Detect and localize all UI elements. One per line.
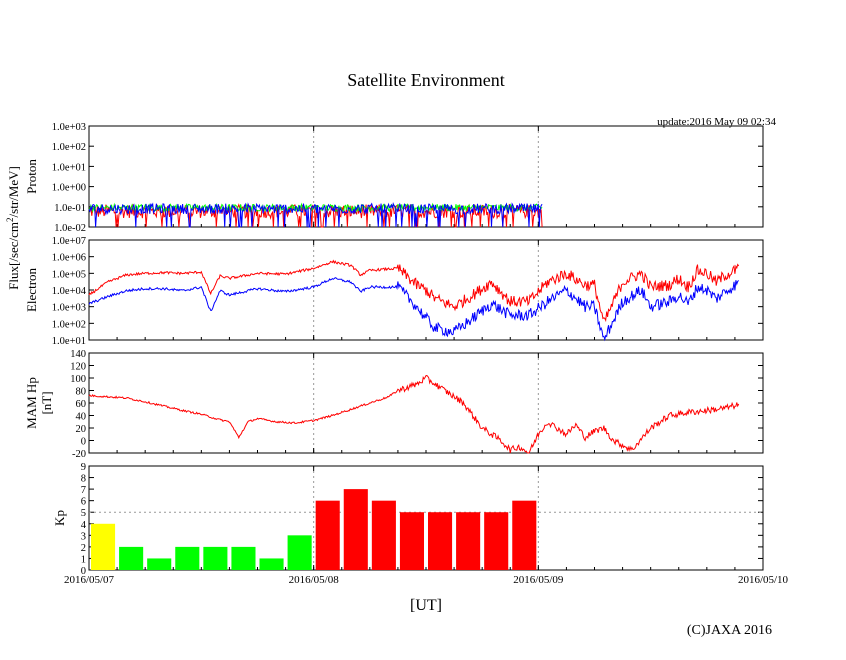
- y-tick-label: 6: [81, 497, 86, 508]
- y-tick-label: 20: [76, 424, 87, 435]
- y-tick-label: 3: [81, 531, 86, 542]
- y-tick-label: 1.0e-01: [54, 203, 86, 214]
- y-tick-label: 1.0e+05: [52, 269, 86, 280]
- copyright-text: (C)JAXA 2016: [687, 623, 772, 638]
- y-tick-label: 60: [76, 399, 87, 410]
- y-tick-label: 1.0e+01: [52, 336, 86, 347]
- panel-frame-mam_hp: [88, 352, 764, 454]
- kp-bar: [315, 500, 340, 570]
- kp-bar: [371, 500, 396, 570]
- x-tick-label: 2016/05/10: [738, 574, 789, 586]
- mam-hp-series-red: [88, 374, 740, 454]
- y-tick-label: 1.0e+07: [52, 236, 86, 247]
- y-tick-label: 120: [70, 362, 86, 373]
- kp-bar: [147, 558, 172, 570]
- kp-bar: [287, 535, 312, 570]
- y-tick-label: 1.0e+02: [52, 319, 86, 330]
- x-tick-label: 2016/05/07: [64, 574, 115, 586]
- y-tick-label: 5: [81, 508, 86, 519]
- y-tick-label: 1.0e+04: [52, 286, 87, 297]
- proton-series-blue: [88, 201, 543, 228]
- x-tick-label: 2016/05/09: [513, 574, 564, 586]
- y-tick-label: 0: [81, 566, 86, 577]
- electron-series-red: [88, 259, 740, 323]
- y-tick-label: 7: [81, 485, 86, 496]
- y-tick-label: 1.0e+06: [52, 253, 86, 264]
- y-tick-label: 8: [81, 474, 86, 485]
- y-tick-label: 1: [81, 554, 86, 565]
- x-axis-title: [UT]: [410, 597, 442, 614]
- y-tick-label: 1.0e+02: [52, 142, 86, 153]
- kp-bar: [343, 489, 368, 570]
- kp-bar: [231, 546, 256, 570]
- kp-bar: [484, 512, 509, 570]
- update-timestamp: update:2016 May 09 02:34: [657, 116, 776, 128]
- y-tick-label: 4: [81, 520, 87, 531]
- y-tick-label: 1.0e+00: [52, 183, 86, 194]
- y-tick-label: -20: [72, 449, 86, 460]
- kp-bar: [456, 512, 481, 570]
- y-tick-label: 1.0e+03: [52, 303, 86, 314]
- proton-axis-label: Proton: [24, 159, 39, 194]
- y-tick-label: 1.0e-02: [54, 223, 86, 234]
- kp-bar: [428, 512, 453, 570]
- electron-series-blue: [88, 277, 740, 342]
- kp-bar: [119, 546, 144, 570]
- panels-group: 1.0e-02 1.0e-01 1.0e+00 1.0e+01 1.0e+02 1.0e+…: [24, 122, 789, 586]
- kp-bar: [512, 500, 537, 570]
- flux-axis-label: Flux[/sec/cm2/str/MeV]: [5, 166, 21, 290]
- mam-hp-axis-label: MAM Hp[nT]: [24, 377, 54, 429]
- kp-bar: [259, 558, 284, 570]
- y-tick-label: 1.0e+01: [52, 162, 86, 173]
- y-tick-label: 1.0e+03: [52, 122, 86, 133]
- x-tick-label: 2016/05/08: [289, 574, 340, 586]
- y-tick-label: 0: [81, 437, 86, 448]
- proton-series-red: [88, 203, 543, 228]
- y-tick-label: 2: [81, 543, 86, 554]
- kp-bar: [399, 512, 424, 570]
- y-tick-label: 9: [81, 462, 86, 473]
- y-tick-label: 80: [76, 387, 87, 398]
- kp-bar: [175, 546, 200, 570]
- y-tick-label: 140: [70, 349, 86, 360]
- kp-axis-label: Kp: [52, 510, 67, 526]
- kp-bar: [203, 546, 228, 570]
- kp-bar: [91, 523, 116, 570]
- chart-title: Satellite Environment: [347, 70, 504, 90]
- y-tick-label: 40: [76, 412, 87, 423]
- y-tick-label: 100: [70, 374, 86, 385]
- electron-axis-label: Electron: [24, 267, 39, 312]
